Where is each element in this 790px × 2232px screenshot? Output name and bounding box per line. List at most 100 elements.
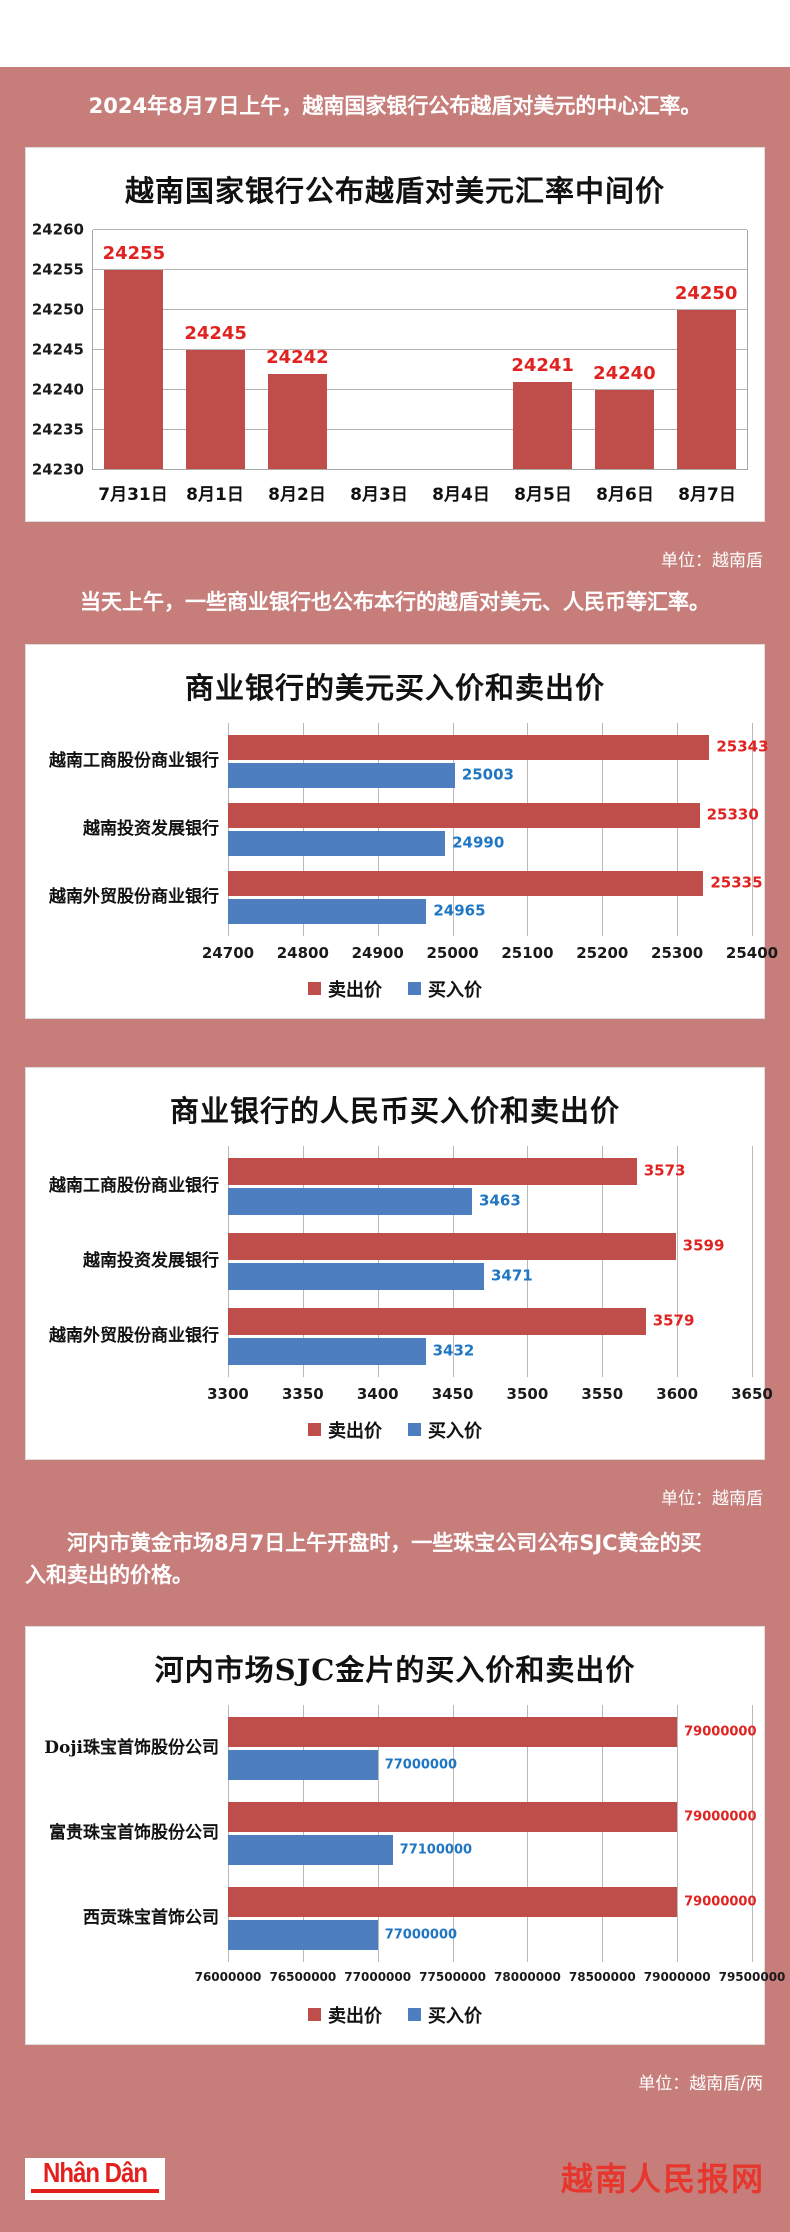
bar-value-label: 3599 [682,1236,725,1255]
x-axis-tick-label: 25200 [576,943,629,962]
x-axis-tick-label: 24700 [201,943,255,962]
bar [228,1919,378,1950]
bar-slot: 24245 [175,230,257,470]
bar-group: 3579 3432 [228,1307,752,1365]
bar-slot: 24255 [93,230,175,470]
legend-swatch [408,982,421,996]
y-axis-tick-label: 24235 [31,420,84,439]
x-axis-labels: 24700 24800 24900 25000 25100 25200 25300 25400 [202,943,778,964]
bar-row: 3579 [228,1307,752,1335]
legend-item: 买入价 [408,1417,482,1443]
x-axis-tick-label: 25400 [725,943,779,962]
legend-swatch [408,1423,421,1437]
site-name: 越南人民报网 [560,2159,765,2198]
plot-area: 79000000 77000000 79000000 77100000 79000000… [228,1704,757,1962]
plot-area: 3573 3463 3599 3471 3579 3432 [228,1145,753,1377]
x-axis-tick-label: 78000000 [494,1969,561,1984]
x-axis-category-label: 8月6日 [596,485,654,506]
legend-item: 卖出价 [308,976,382,1002]
x-axis-category-label: 7月31日 [98,485,168,506]
x-axis-category-label: 8月2日 [268,485,326,506]
bar-row: 24990 [228,830,752,856]
bar-row: 3573 [228,1157,752,1185]
bar [228,802,700,828]
gridline [228,1145,229,1377]
bar-group: 25330 24990 [228,802,759,856]
chart-legend: 卖出价 买入价 [38,1405,752,1449]
bar-group: 25335 24965 [228,870,763,924]
gold-buy-sell-chart: Doji珠宝首饰股份公司 富贵珠宝首饰股份公司 西贡珠宝首饰公司 79000000 77… [38,1704,786,2034]
bar-value-label: 24242 [266,346,329,368]
bar-value-label: 25335 [710,873,763,892]
central-rate-bar-chart: 24230 24235 24240 24245 24250 24255 24260 24255… [32,222,752,511]
gridline [527,1145,529,1377]
x-axis-tick-label: 3300 [207,1384,249,1403]
chart-title-cny: 商业银行的人民币买入价和卖出价 [169,1093,620,1128]
gridline [228,1704,229,1962]
plot-area: 24255 24245 24242 24241 24240 24250 [92,229,748,471]
cny-buy-sell-chart: 越南工商股份商业银行 越南投资发展银行 越南外贸股份商业银行 3573 3463 3599… [38,1145,773,1449]
bar-value-label: 3573 [643,1161,686,1180]
chart-body: 24230 24235 24240 24245 24250 24255 24260 24255… [32,222,752,511]
x-axis-tick-label: 76000000 [194,1969,262,1984]
bar [676,310,736,470]
y-axis-tick-label: 24245 [31,340,84,359]
x-axis-category-label: 8月7日 [678,485,736,506]
bar-value-label: 24245 [184,322,247,344]
bar-row: 77000000 [228,1919,752,1950]
category-label: 越南工商股份商业银行 [49,751,219,772]
chart-title-gold: 河内市场SJC金片的买入价和卖出价 [154,1652,636,1687]
bar-slot: 24242 [257,230,339,470]
intro-text-central-rate: 2024年8月7日上午，越南国家银行公布越盾对美元的中心汇率。 [88,94,702,118]
bar [594,389,654,470]
gridline [452,1704,454,1962]
x-axis-tick-label: 3600 [656,1384,699,1403]
chart-title-usd: 商业银行的美元买入价和卖出价 [184,670,605,705]
gridline [677,1704,679,1962]
nhandan-logo-underline [31,2189,159,2194]
y-axis-tick-label: 24240 [31,380,84,399]
category-label: Doji珠宝首饰股份公司 [44,1738,219,1759]
bar-groups: 3573 3463 3599 3471 3579 3432 [228,1157,752,1365]
x-axis-tick-label: 79000000 [643,1969,711,1984]
gridline [93,348,747,350]
gridline [677,722,679,936]
bar-value-label: 24965 [433,901,486,920]
x-axis-tick-label: 77500000 [419,1969,486,1984]
unit-note-3: 单位：越南盾/两 [638,2073,763,2094]
legend-label: 卖出价 [328,2005,382,2027]
gridline [452,722,454,936]
gridline [602,722,604,936]
legend-label: 买入价 [428,1420,482,1442]
x-axis-tick-label: 79500000 [718,1969,786,1984]
bar-row: 3463 [228,1187,752,1215]
x-axis-tick-label: 3400 [356,1384,399,1403]
unit-note-1: 单位：越南盾 [661,551,763,572]
intro-text-commercial-banks: 当天上午，一些商业银行也公布本行的越盾对美元、人民币等汇率。 [80,590,710,615]
gridline [377,722,379,936]
category-label: 富贵珠宝首饰股份公司 [49,1823,219,1844]
chart-legend: 卖出价 买入价 [38,964,752,1008]
bar-value-label: 24241 [511,354,574,376]
bar-slot [338,230,420,469]
x-axis-labels: 76000000 76500000 77000000 77500000 78000000… [195,1969,786,1990]
bar [228,1801,678,1832]
chart-panel-gold: 河内市场SJC金片的买入价和卖出价 Doji珠宝首饰股份公司 富贵珠宝首饰股份公司… [25,1625,786,2045]
bar-row: 3599 [228,1232,752,1260]
x-axis-tick-label: 24900 [351,943,404,962]
category-labels-column: 越南工商股份商业银行 越南投资发展银行 越南外贸股份商业银行 [38,723,228,964]
gridlines-layer [228,1704,753,1962]
x-axis-tick-label: 76500000 [269,1969,337,1984]
plot-area: 25343 25003 25330 24990 25335 24965 [228,722,769,936]
plot-column: 79000000 77000000 79000000 77100000 79000000… [195,1704,786,1990]
gridline [752,722,753,936]
bar-row: 25003 [228,762,752,788]
bar-slot [420,230,502,469]
bar-value-label: 24990 [452,833,505,852]
chart-panel-cny: 商业银行的人民币买入价和卖出价 越南工商股份商业银行 越南投资发展银行 越南外贸股份… [25,1066,773,1460]
x-axis-tick-label: 24800 [276,943,329,962]
legend-item: 卖出价 [308,1417,382,1443]
bar-value-label: 3579 [652,1311,695,1330]
bar [228,1716,678,1747]
x-axis-category-label: 8月4日 [432,485,490,506]
